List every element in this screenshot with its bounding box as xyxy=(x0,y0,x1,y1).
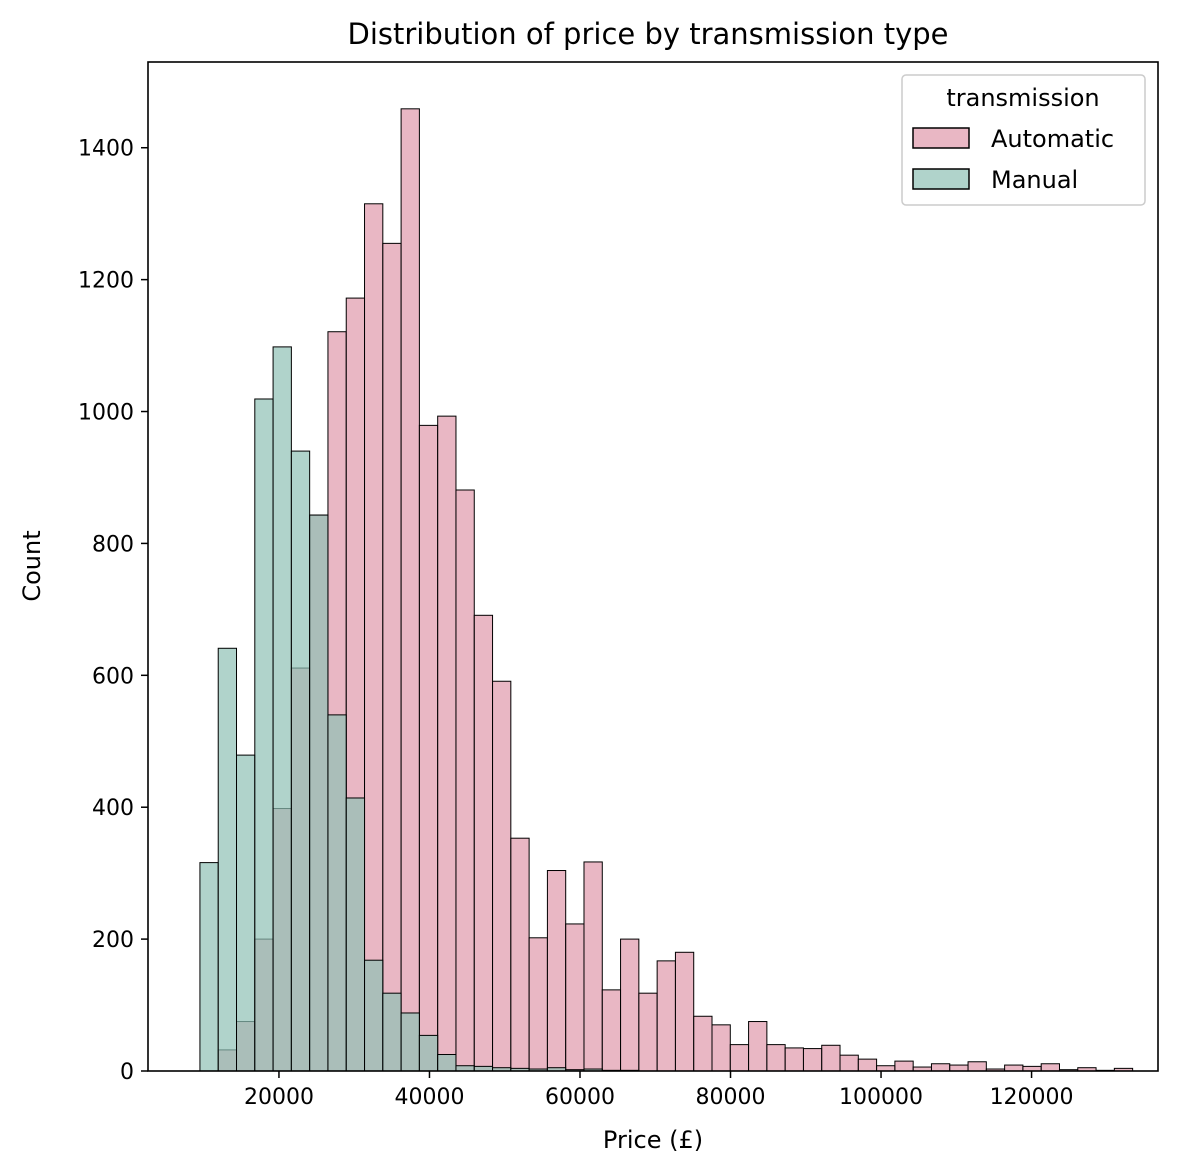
bar-automatic-28 xyxy=(711,1024,731,1072)
y-tick-label-1400: 1400 xyxy=(78,137,134,162)
bar-automatic-23 xyxy=(620,938,640,1072)
bar-automatic-13 xyxy=(437,415,457,1072)
y-tick-label-400: 400 xyxy=(92,796,134,821)
bar-manual-12 xyxy=(418,1034,439,1072)
y-tick-label-1000: 1000 xyxy=(78,401,134,426)
bar-automatic-18 xyxy=(528,937,548,1072)
bar-automatic-29 xyxy=(729,1044,750,1072)
y-axis-label: Count xyxy=(18,530,46,601)
bar-automatic-34 xyxy=(821,1044,841,1072)
bar-manual-2 xyxy=(236,754,256,1072)
legend-label-manual: Manual xyxy=(991,166,1078,194)
x-tick-label-20000: 20000 xyxy=(244,1085,314,1110)
bar-automatic-17 xyxy=(510,837,530,1072)
legend-swatch-manual xyxy=(912,168,970,190)
legend-label-automatic: Automatic xyxy=(991,125,1114,153)
bars-layer xyxy=(199,108,1134,1072)
y-axis-ticks: 0 200 400 600 800 1000 1200 1400 xyxy=(78,137,148,1085)
bar-manual-8 xyxy=(345,797,366,1072)
bar-automatic-24 xyxy=(638,992,658,1072)
y-tick-label-800: 800 xyxy=(92,532,134,557)
legend-swatch-automatic xyxy=(912,127,970,149)
legend: transmission Automatic Manual xyxy=(901,74,1146,206)
x-tick-label-40000: 40000 xyxy=(394,1085,464,1110)
bar-automatic-15 xyxy=(473,614,494,1072)
bar-manual-7 xyxy=(327,714,347,1072)
plot-frame xyxy=(147,61,1159,1072)
bar-automatic-12 xyxy=(418,424,439,1072)
x-tick-label-60000: 60000 xyxy=(545,1085,615,1110)
bar-manual-0 xyxy=(199,862,219,1072)
bar-automatic-21 xyxy=(583,861,603,1072)
bar-automatic-33 xyxy=(802,1048,823,1072)
y-tick-label-0: 0 xyxy=(120,1060,134,1085)
bar-automatic-42 xyxy=(967,1061,987,1072)
bar-automatic-30 xyxy=(748,1021,768,1072)
bar-automatic-26 xyxy=(674,951,695,1072)
x-tick-label-80000: 80000 xyxy=(696,1085,766,1110)
bar-automatic-46 xyxy=(1040,1063,1060,1072)
bar-automatic-22 xyxy=(601,989,622,1072)
bar-manual-10 xyxy=(382,992,402,1072)
x-tick-label-120000: 120000 xyxy=(990,1085,1074,1110)
bar-manual-9 xyxy=(364,959,384,1072)
y-tick-label-1200: 1200 xyxy=(78,269,134,294)
bar-manual-1 xyxy=(217,647,238,1072)
bar-automatic-27 xyxy=(693,1015,713,1072)
bar-automatic-10 xyxy=(382,242,402,1072)
y-tick-label-200: 200 xyxy=(92,928,134,953)
bar-automatic-25 xyxy=(656,960,676,1072)
bar-automatic-11 xyxy=(400,108,420,1072)
bar-automatic-40 xyxy=(930,1063,951,1072)
bar-manual-11 xyxy=(400,1012,420,1072)
bar-automatic-14 xyxy=(455,489,475,1072)
bar-manual-3 xyxy=(254,398,274,1072)
x-axis-ticks: 20000 40000 60000 80000 100000 120000 xyxy=(244,1071,1074,1110)
bar-automatic-38 xyxy=(894,1060,914,1072)
x-axis-label: Price (£) xyxy=(603,1126,703,1154)
bar-automatic-36 xyxy=(857,1058,878,1072)
bar-automatic-9 xyxy=(364,203,384,1072)
bar-manual-6 xyxy=(309,514,329,1072)
bar-manual-13 xyxy=(437,1054,457,1072)
bar-automatic-44 xyxy=(1004,1064,1024,1072)
bar-automatic-41 xyxy=(949,1064,969,1072)
bar-manual-4 xyxy=(272,346,292,1072)
bar-manual-5 xyxy=(290,450,311,1072)
legend-title: transmission xyxy=(946,84,1099,112)
bar-automatic-19 xyxy=(546,870,567,1072)
x-tick-label-100000: 100000 xyxy=(839,1085,923,1110)
bar-automatic-35 xyxy=(839,1054,859,1072)
bar-automatic-31 xyxy=(766,1044,786,1072)
bar-automatic-32 xyxy=(784,1047,804,1072)
bar-automatic-16 xyxy=(492,680,512,1072)
y-tick-label-600: 600 xyxy=(92,664,134,689)
chart-title: Distribution of price by transmission ty… xyxy=(347,17,948,51)
bar-automatic-20 xyxy=(565,923,585,1072)
